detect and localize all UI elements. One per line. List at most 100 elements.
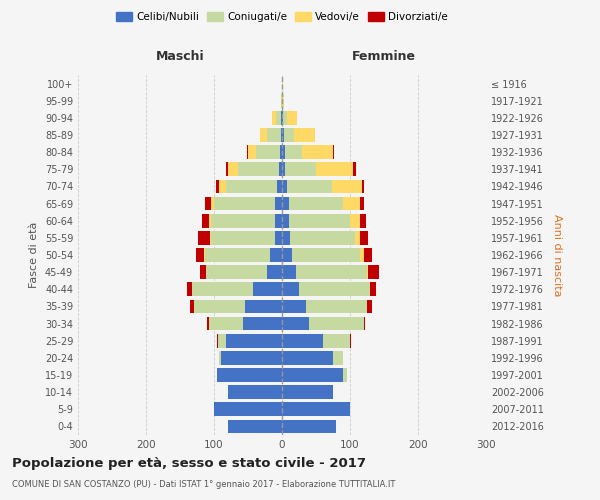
Bar [289,196,343,210]
Bar [314,128,316,142]
Bar [306,300,367,314]
Bar [360,214,365,228]
Bar [197,231,210,244]
Bar [211,196,214,210]
Bar [206,316,209,330]
Bar [299,282,370,296]
Bar [287,180,332,194]
Bar [248,146,256,159]
Bar [238,162,278,176]
Y-axis label: Anni di nascita: Anni di nascita [552,214,562,296]
Bar [282,266,296,279]
Bar [282,162,286,176]
Bar [350,214,360,228]
Bar [192,282,253,296]
Bar [323,334,350,347]
Bar [190,300,194,314]
Bar [205,196,211,210]
Text: Maschi: Maschi [155,50,205,63]
Bar [364,248,372,262]
Bar [221,351,282,364]
Legend: Celibi/Nubili, Coniugati/e, Vedovi/e, Divorziati/e: Celibi/Nubili, Coniugati/e, Vedovi/e, Di… [112,8,452,26]
Text: Popolazione per età, sesso e stato civile - 2017: Popolazione per età, sesso e stato civil… [12,458,366,470]
Bar [289,214,350,228]
Bar [309,316,364,330]
Bar [245,300,282,314]
Bar [256,146,280,159]
Bar [247,146,248,159]
Bar [282,214,289,228]
Bar [196,248,205,262]
Bar [282,334,323,347]
Bar [343,196,360,210]
Bar [367,266,368,279]
Bar [282,300,306,314]
Bar [282,111,283,124]
Bar [302,146,333,159]
Bar [267,266,282,279]
Bar [282,76,283,90]
Bar [219,351,221,364]
Bar [278,162,282,176]
Text: Femmine: Femmine [352,50,416,63]
Bar [206,266,267,279]
Bar [332,180,362,194]
Bar [294,128,314,142]
Bar [282,248,292,262]
Bar [368,266,379,279]
Bar [282,402,350,416]
Bar [226,180,277,194]
Bar [219,180,226,194]
Bar [283,111,287,124]
Bar [367,300,373,314]
Bar [360,231,368,244]
Bar [270,248,282,262]
Bar [214,196,275,210]
Bar [350,334,352,347]
Bar [282,420,337,434]
Bar [260,128,267,142]
Bar [333,146,334,159]
Bar [217,368,282,382]
Y-axis label: Fasce di età: Fasce di età [29,222,39,288]
Bar [277,180,282,194]
Bar [226,334,282,347]
Bar [205,248,270,262]
Bar [286,162,316,176]
Bar [267,128,281,142]
Bar [282,282,299,296]
Bar [283,94,284,108]
Bar [226,162,227,176]
Bar [353,162,356,176]
Bar [282,316,309,330]
Bar [202,214,209,228]
Bar [281,111,282,124]
Bar [292,248,360,262]
Bar [272,111,276,124]
Bar [242,316,282,330]
Text: COMUNE DI SAN COSTANZO (PU) - Dati ISTAT 1° gennaio 2017 - Elaborazione TUTTITAL: COMUNE DI SAN COSTANZO (PU) - Dati ISTAT… [12,480,395,489]
Bar [282,94,283,108]
Bar [276,111,281,124]
Bar [290,231,355,244]
Bar [296,266,367,279]
Bar [210,231,211,244]
Bar [287,111,297,124]
Bar [284,128,294,142]
Bar [282,128,284,142]
Bar [227,420,282,434]
Bar [209,316,242,330]
Bar [333,351,343,364]
Bar [282,386,333,399]
Bar [360,196,364,210]
Bar [282,231,290,244]
Bar [281,94,282,108]
Bar [360,248,364,262]
Bar [214,402,282,416]
Bar [280,146,282,159]
Bar [343,368,347,382]
Bar [194,300,245,314]
Bar [275,196,282,210]
Bar [355,231,360,244]
Bar [282,196,289,210]
